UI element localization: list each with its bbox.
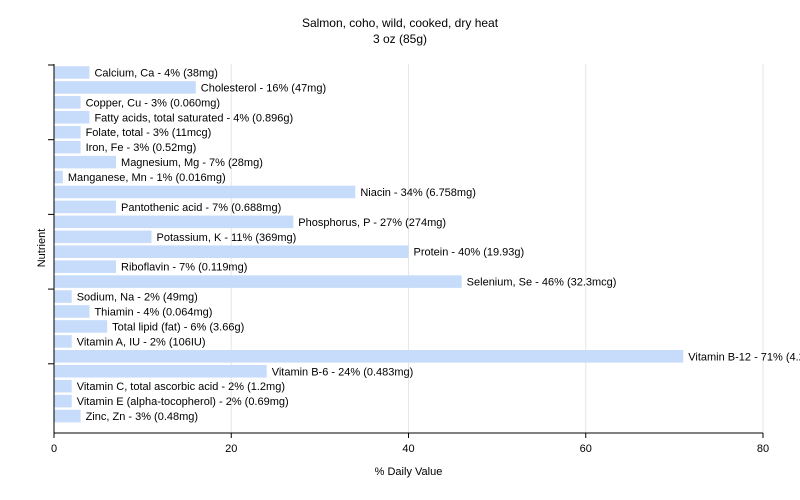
bar-label: Phosphorus, P - 27% (274mg) [298,217,446,229]
bar-label: Thiamin - 4% (0.064mg) [94,306,212,318]
bar [54,290,72,303]
x-tick-label: 20 [225,443,237,455]
bar-label: Vitamin B-6 - 24% (0.483mg) [272,366,414,378]
bar-label: Calcium, Ca - 4% (38mg) [94,67,217,79]
bar [54,379,72,393]
bar-label: Vitamin A, IU - 2% (106IU) [77,336,206,348]
chart-subtitle: 3 oz (85g) [372,32,428,46]
bar [54,185,356,199]
bar-label: Protein - 40% (19.93g) [414,247,525,259]
x-tick-label: 80 [757,443,769,455]
bar [54,305,90,318]
bar-label: Niacin - 34% (6.758mg) [360,187,476,199]
bar [54,140,81,154]
x-tick-label: 60 [580,443,592,455]
bar-label: Pantothenic acid - 7% (0.688mg) [121,202,281,214]
bar-label: Total lipid (fat) - 6% (3.66g) [112,321,244,333]
bar-label: Potassium, K - 11% (369mg) [156,232,296,244]
bar [54,125,81,139]
bar [54,350,684,363]
bar-label: Zinc, Zn - 3% (0.48mg) [86,411,198,423]
bar-label: Manganese, Mn - 1% (0.016mg) [68,172,226,184]
bar-label: Iron, Fe - 3% (0.52mg) [86,142,197,154]
bar [54,275,462,288]
bar-label: Sodium, Na - 2% (49mg) [77,292,198,304]
bar-label: Vitamin C, total ascorbic acid - 2% (1.2… [77,381,285,393]
bar-label: Magnesium, Mg - 7% (28mg) [121,157,263,169]
bar [54,335,72,348]
bar-label: Riboflavin - 7% (0.119mg) [121,262,247,274]
bar-label: Copper, Cu - 3% (0.060mg) [86,97,221,109]
bar [54,155,117,169]
x-axis-label: % Daily Value [374,466,443,478]
bar [54,111,90,124]
bar-label: Vitamin B-12 - 71% (4.25mcg) [688,351,800,363]
bar [54,66,90,79]
bar-label: Cholesterol - 16% (47mg) [201,82,326,94]
bar [54,215,294,229]
bar [54,394,72,408]
bar [54,364,267,378]
bar [54,260,117,273]
x-tick-label: 0 [51,443,57,455]
bar-label: Selenium, Se - 46% (32.3mcg) [467,277,617,289]
bar-label: Vitamin E (alpha-tocopherol) - 2% (0.69m… [77,396,289,408]
bar [54,320,108,333]
x-tick-label: 40 [402,443,414,455]
bar [54,245,409,259]
bar [54,200,117,214]
bar [54,409,81,423]
bar-label: Folate, total - 3% (11mcg) [86,127,212,139]
chart-title: Salmon, coho, wild, cooked, dry heat [301,16,499,30]
bar-label: Fatty acids, total saturated - 4% (0.896… [94,112,293,124]
bar [54,170,63,184]
bar [54,230,152,244]
bar [54,96,81,109]
bar [54,81,196,94]
